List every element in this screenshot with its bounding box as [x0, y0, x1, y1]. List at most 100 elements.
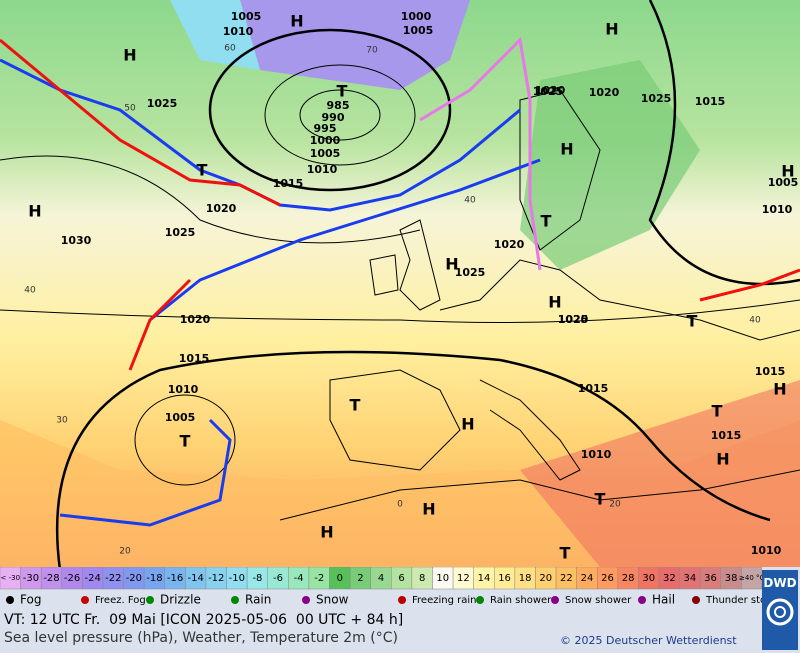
temperature-label: 22: [560, 573, 573, 584]
isobar-label: 1015: [695, 95, 726, 108]
isobar-label: 1020: [494, 238, 525, 251]
temperature-label: < -30: [1, 574, 21, 582]
temperature-label: 24: [581, 573, 594, 584]
pressure-center: H: [28, 202, 41, 221]
isobar-label: 1005: [403, 24, 434, 37]
isobar-label: 1020: [558, 313, 589, 326]
isobar: [0, 299, 800, 323]
isobar-label: 1010: [223, 25, 254, 38]
legend-symbol: [231, 596, 239, 604]
warm-front: [128, 278, 192, 371]
temperature-label: 4: [378, 573, 384, 584]
grid-label: 40: [749, 316, 761, 326]
pressure-center: T: [350, 396, 361, 415]
warm-front: [699, 268, 800, 302]
temperature-label: 36: [704, 573, 717, 584]
temperature-label: 34: [684, 573, 697, 584]
grid-label: 50: [124, 104, 136, 114]
isobar: [299, 89, 381, 141]
temperature-label: 30: [642, 573, 655, 584]
temperature-label: 18: [519, 573, 532, 584]
logo-icon: [766, 598, 794, 626]
legend-symbol: [6, 596, 14, 604]
temperature-label: -10: [229, 573, 245, 584]
dwd-logo: DWD: [762, 570, 798, 650]
legend-symbol: [81, 596, 89, 604]
temperature-label: -8: [252, 573, 262, 584]
temperature-label: 20: [539, 573, 552, 584]
legend-symbol: [692, 596, 700, 604]
isobar-label: 1020: [589, 86, 620, 99]
temperature-label: -12: [208, 573, 224, 584]
isobar-label: 1015: [711, 429, 742, 442]
temperature-label: -30: [23, 573, 39, 584]
isobar-label: 990: [322, 111, 345, 124]
isobar-label: 1000: [310, 134, 341, 147]
grid-label: 40: [464, 196, 476, 206]
pressure-center: T: [560, 544, 571, 563]
isobar-label: 1025: [165, 226, 196, 239]
temperature-label: -6: [273, 573, 283, 584]
logo-circle: [774, 606, 786, 618]
pressure-center: H: [560, 140, 573, 159]
isobar-label: 1025: [558, 313, 589, 326]
isobar-label: 1010: [168, 383, 199, 396]
pressure-center: H: [290, 12, 303, 31]
legend-symbol: [476, 596, 484, 604]
temperature-label: -20: [126, 573, 142, 584]
temperature-label: 6: [398, 573, 404, 584]
temperature-label: 28: [622, 573, 635, 584]
legend-symbol: [638, 596, 646, 604]
isobar-label: 1010: [762, 203, 793, 216]
legend: < -30 -30 -28 -26 -24 -22 -20 -18 -16 -14 -12 -10 -8…: [0, 567, 762, 607]
pressure-center: H: [716, 450, 729, 469]
coast: [439, 259, 800, 341]
temperature-label: -24: [85, 573, 101, 584]
legend-label: Snow shower: [565, 595, 632, 606]
grid-label: 60: [224, 44, 236, 54]
pressure-center: H: [781, 162, 794, 181]
grid-label: 70: [366, 46, 378, 56]
isobar-label: 995: [314, 122, 337, 135]
isobar-label: 1015: [179, 352, 210, 365]
cold-front: [59, 418, 232, 527]
logo-circle: [766, 598, 794, 626]
temperature-label: -14: [187, 573, 203, 584]
pressure-center: H: [320, 523, 333, 542]
isobar-label: 1025: [641, 92, 672, 105]
coastlines: [279, 89, 800, 521]
temperature-label: -22: [105, 573, 121, 584]
legend-label: Freez. Fog: [95, 595, 146, 606]
grid-label: 40: [24, 286, 36, 296]
isobar: [648, 0, 800, 286]
temperature-label: 38: [725, 573, 738, 584]
pressure-center: H: [123, 46, 136, 65]
isobars: [0, 0, 800, 571]
coast: [329, 369, 461, 471]
grid-label: 20: [609, 500, 621, 510]
isobar-label: 1025: [533, 85, 564, 98]
warm-front: [0, 38, 281, 207]
occlusion: [419, 36, 542, 271]
pressure-center: H: [773, 380, 786, 399]
coast: [479, 379, 581, 481]
isobar-label: 1005: [768, 176, 799, 189]
grid-label: 30: [56, 416, 68, 426]
isobar: [0, 155, 421, 244]
temperature-label: 16: [498, 573, 511, 584]
temperature-label: 8: [419, 573, 425, 584]
temperature-label: 32: [663, 573, 676, 584]
coast: [399, 219, 441, 311]
pressure-center: T: [687, 312, 698, 331]
temperature-label: -2: [314, 573, 324, 584]
isobar-label: 1005: [165, 411, 196, 424]
temperature-label: 0: [337, 573, 343, 584]
isobar-label: 1020: [206, 202, 237, 215]
valid-time: VT: 12 UTC Fr. 09 Mai [ICON 2025-05-06 0…: [4, 612, 404, 628]
pressure-center: T: [337, 82, 348, 101]
temperature-label: -16: [167, 573, 183, 584]
isobar: [134, 394, 236, 486]
isobar: [264, 64, 416, 166]
